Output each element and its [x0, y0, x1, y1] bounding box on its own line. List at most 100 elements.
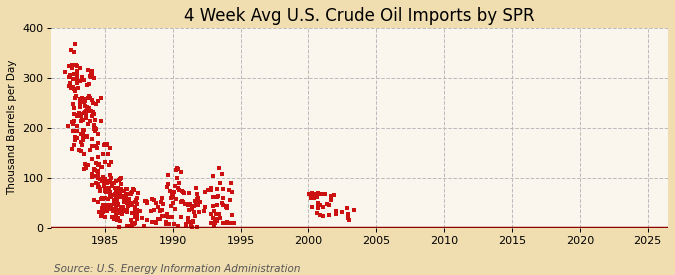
Point	[85, 148, 96, 152]
Point	[163, 182, 173, 186]
Point	[182, 202, 193, 206]
Point	[207, 174, 218, 178]
Point	[70, 89, 80, 93]
Point	[127, 222, 138, 227]
Point	[155, 208, 165, 213]
Point	[118, 194, 129, 199]
Point	[211, 203, 222, 207]
Point	[72, 69, 82, 73]
Point	[84, 106, 95, 110]
Point	[164, 189, 175, 194]
Point	[190, 214, 200, 218]
Point	[325, 198, 336, 202]
Point	[146, 209, 157, 214]
Point	[191, 201, 202, 205]
Point	[92, 145, 103, 150]
Point	[100, 160, 111, 164]
Point	[176, 199, 186, 204]
Point	[75, 98, 86, 102]
Point	[126, 191, 136, 196]
Point	[214, 166, 225, 170]
Point	[138, 224, 149, 229]
Point	[111, 213, 122, 217]
Point	[169, 190, 180, 195]
Point	[71, 64, 82, 68]
Point	[331, 209, 342, 213]
Point	[113, 208, 124, 213]
Point	[200, 190, 211, 195]
Point	[111, 195, 122, 199]
Point	[101, 143, 112, 148]
Point	[92, 99, 103, 103]
Point	[161, 220, 171, 224]
Point	[214, 212, 225, 216]
Point	[125, 203, 136, 208]
Point	[100, 177, 111, 181]
Point	[99, 182, 109, 186]
Point	[78, 128, 88, 132]
Point	[122, 210, 132, 215]
Point	[128, 187, 138, 191]
Point	[132, 208, 142, 213]
Point	[111, 179, 122, 183]
Point	[117, 205, 128, 209]
Point	[202, 188, 213, 192]
Y-axis label: Thousand Barrels per Day: Thousand Barrels per Day	[7, 60, 17, 196]
Point	[177, 189, 188, 194]
Point	[75, 97, 86, 101]
Point	[337, 210, 348, 214]
Point	[89, 173, 100, 178]
Point	[85, 74, 96, 78]
Point	[178, 200, 188, 204]
Point	[185, 203, 196, 207]
Point	[159, 214, 169, 218]
Point	[211, 187, 222, 191]
Point	[90, 102, 101, 107]
Point	[222, 206, 233, 210]
Point	[132, 202, 142, 206]
Point	[117, 205, 128, 209]
Point	[331, 212, 342, 216]
Point	[101, 190, 112, 194]
Point	[157, 214, 167, 218]
Point	[224, 198, 235, 202]
Point	[75, 119, 86, 123]
Point	[105, 146, 115, 150]
Point	[210, 221, 221, 226]
Point	[108, 209, 119, 213]
Point	[140, 199, 151, 203]
Point	[115, 189, 126, 193]
Point	[76, 114, 87, 118]
Point	[109, 207, 119, 211]
Point	[109, 186, 120, 190]
Point	[113, 202, 124, 206]
Point	[103, 179, 114, 183]
Point	[227, 190, 238, 194]
Point	[130, 198, 141, 202]
Point	[74, 101, 85, 106]
Point	[68, 102, 78, 106]
Point	[153, 205, 163, 210]
Point	[78, 131, 88, 135]
Point	[110, 200, 121, 205]
Point	[70, 138, 80, 142]
Point	[69, 119, 80, 123]
Point	[132, 196, 142, 200]
Point	[107, 184, 118, 188]
Point	[151, 220, 162, 224]
Point	[68, 122, 78, 127]
Point	[90, 129, 101, 133]
Point	[130, 200, 140, 204]
Point	[326, 194, 337, 199]
Point	[71, 94, 82, 98]
Point	[70, 42, 80, 46]
Point	[153, 217, 164, 222]
Point	[122, 208, 132, 212]
Point	[113, 225, 124, 229]
Point	[93, 182, 104, 186]
Point	[171, 197, 182, 202]
Point	[79, 100, 90, 104]
Point	[123, 204, 134, 208]
Point	[87, 113, 98, 118]
Point	[101, 141, 112, 146]
